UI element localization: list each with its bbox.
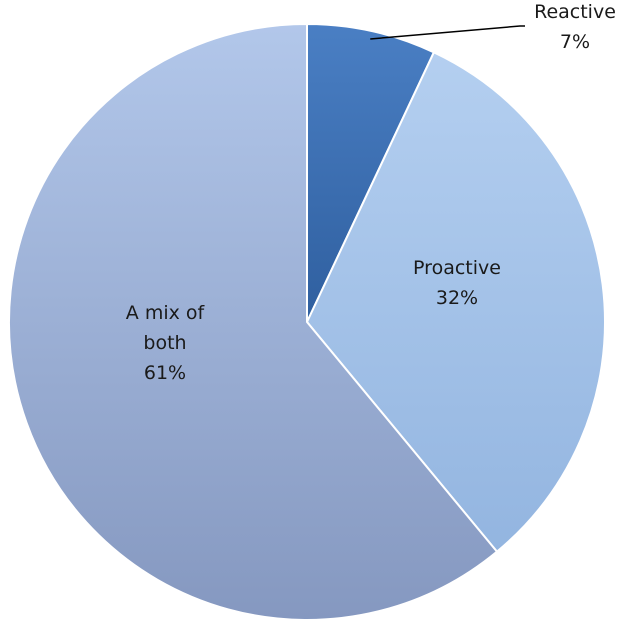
pie-slice-a-mix-of-both [8,23,498,621]
data-label-reactive: Reactive 7% [534,1,616,53]
pie-slice-proactive [306,51,606,553]
pie-slice-reactive [306,23,435,323]
leader-line-reactive [370,25,525,40]
data-label-proactive: Proactive 32% [413,257,501,309]
data-label-a-mix-of-both: A mix of both 61% [126,302,206,384]
